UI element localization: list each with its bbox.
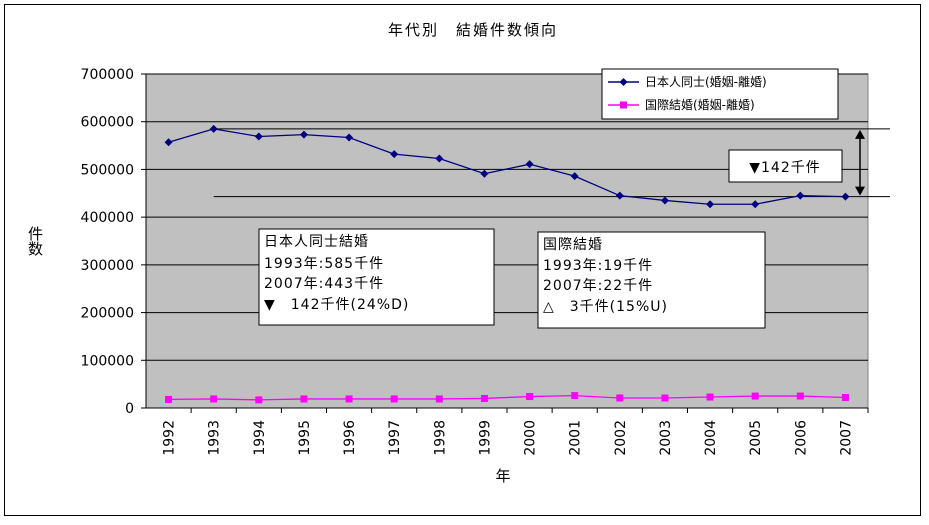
y-tick-label: 500000 — [81, 162, 134, 178]
annotation-international-line-1: 国際結婚 — [543, 237, 603, 253]
data-point — [164, 138, 173, 147]
data-point — [841, 394, 849, 402]
x-tick-label: 2000 — [523, 420, 539, 456]
difference-callout: ▼142千件 — [728, 129, 865, 196]
data-point — [796, 392, 804, 400]
x-tick-label: 1999 — [477, 420, 493, 456]
callout-box — [728, 149, 843, 183]
annotation-japanese: 日本人同士結婚 1993年:585千件 2007年:443千件 ▼ 142千件(… — [258, 228, 495, 326]
data-point — [390, 395, 398, 403]
data-point — [706, 200, 715, 209]
data-point — [796, 191, 805, 200]
legend-box — [601, 68, 839, 120]
legend-label-japanese: 日本人同士(婚姻-離婚) — [645, 74, 767, 89]
y-tick-label: 300000 — [81, 258, 134, 274]
data-point — [526, 393, 534, 401]
data-point — [615, 191, 624, 200]
data-point — [570, 172, 579, 181]
data-point — [165, 395, 173, 403]
x-tick-label: 2007 — [838, 420, 854, 456]
callout-text: ▼142千件 — [749, 160, 821, 176]
data-point — [210, 395, 218, 403]
series-line — [168, 394, 846, 401]
data-point — [390, 150, 399, 159]
x-tick-label: 1997 — [387, 420, 403, 456]
x-tick-label: 1993 — [207, 420, 223, 456]
chart-frame: 年代別 結婚件数傾向 0 100000 200000 300000 400000 5000… — [4, 4, 921, 516]
series-japanese — [164, 124, 850, 209]
y-tick-label: 400000 — [81, 210, 134, 226]
arrow-head-up — [855, 129, 865, 139]
data-point — [751, 200, 760, 209]
annotation-japanese-line-4: ▼ 142千件(24%D) — [264, 297, 409, 313]
data-point — [841, 192, 850, 201]
y-tick-label: 700000 — [81, 67, 134, 83]
data-point — [435, 154, 444, 163]
data-point — [209, 124, 218, 133]
data-point — [751, 392, 759, 400]
x-tick-label: 1992 — [162, 420, 178, 456]
x-axis-ticks: 1992 1993 1994 1995 1996 1997 1998 1999 2000 2001… — [162, 408, 869, 456]
double-arrow-icon — [855, 129, 865, 196]
annotation-international-line-3: 2007年:22千件 — [543, 278, 653, 294]
y-tick-label: 200000 — [81, 306, 134, 322]
x-tick-label: 2002 — [613, 420, 629, 456]
series-international — [165, 392, 849, 404]
annotation-japanese-line-3: 2007年:443千件 — [264, 276, 384, 292]
legend-marker-international — [620, 101, 627, 109]
x-tick-label: 1998 — [432, 420, 448, 456]
data-point — [706, 393, 714, 401]
annotation-international: 国際結婚 1993年:19千件 2007年:22千件 △ 3千件(15%U) — [537, 231, 766, 329]
x-tick-label: 2005 — [748, 420, 764, 456]
annotation-japanese-line-1: 日本人同士結婚 — [264, 234, 369, 250]
arrow-head-down — [855, 186, 865, 196]
y-axis-ticks: 0 100000 200000 300000 400000 500000 600000 700… — [81, 67, 868, 417]
data-point — [435, 395, 443, 403]
legend: 日本人同士(婚姻-離婚) 国際結婚(婚姻-離婚) — [601, 68, 839, 120]
data-point — [254, 132, 263, 141]
data-point — [300, 395, 308, 403]
data-point — [525, 160, 534, 169]
annotation-international-box — [537, 231, 766, 329]
data-point — [571, 392, 579, 400]
data-point — [660, 196, 669, 205]
data-point — [616, 394, 624, 402]
legend-label-international: 国際結婚(婚姻-離婚) — [645, 97, 755, 112]
reference-lines — [213, 128, 890, 198]
x-tick-label: 2004 — [703, 420, 719, 456]
data-point — [255, 396, 263, 404]
annotation-japanese-line-2: 1993年:585千件 — [264, 256, 384, 272]
chart-svg: 年代別 結婚件数傾向 0 100000 200000 300000 400000 5000… — [26, 21, 890, 485]
annotation-international-line-4: △ 3千件(15%U) — [543, 299, 668, 315]
x-axis-label: 年 — [495, 467, 510, 485]
x-tick-label: 2003 — [658, 420, 674, 456]
series-line — [168, 128, 846, 205]
x-tick-label: 2001 — [568, 420, 584, 456]
x-tick-label: 1996 — [342, 420, 358, 456]
y-tick-label: 100000 — [81, 353, 134, 369]
annotation-international-line-2: 1993年:19千件 — [543, 258, 653, 274]
x-tick-label: 1994 — [252, 420, 268, 456]
y-tick-label: 600000 — [81, 115, 134, 131]
x-tick-label: 1995 — [297, 420, 313, 456]
legend-marker-japanese — [619, 78, 628, 86]
x-tick-label: 2006 — [793, 420, 809, 456]
annotation-japanese-box — [258, 228, 495, 326]
y-axis-label: 件数 — [26, 226, 44, 256]
data-point — [299, 130, 308, 139]
chart-title: 年代別 結婚件数傾向 — [388, 21, 558, 39]
data-point — [480, 394, 488, 402]
data-point — [661, 394, 669, 402]
data-point — [480, 169, 489, 178]
data-point — [345, 395, 353, 403]
series-layer — [164, 124, 850, 404]
y-tick-label: 0 — [125, 401, 134, 417]
data-point — [345, 133, 354, 142]
